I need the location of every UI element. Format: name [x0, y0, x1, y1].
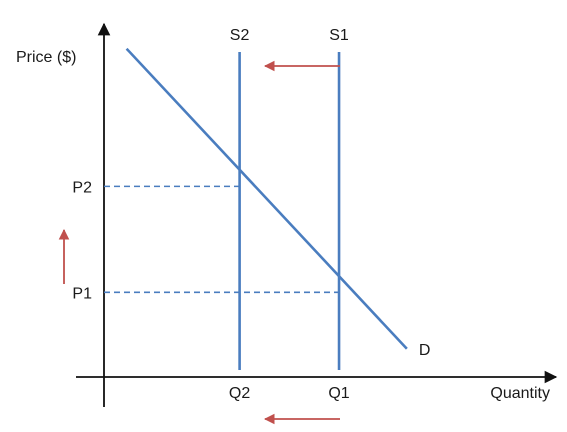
- y-axis-label: Price ($): [16, 49, 76, 66]
- demand-label: D: [419, 342, 431, 359]
- x-axis-label: Quantity: [490, 385, 550, 402]
- quantity-label-q2: Q2: [229, 385, 250, 402]
- supply-label-s1: S1: [329, 27, 349, 44]
- demand-curve: [125, 47, 408, 350]
- quantity-label-q1: Q1: [328, 385, 349, 402]
- price-label-p2: P2: [72, 179, 92, 196]
- supply-label-s2: S2: [230, 27, 250, 44]
- price-label-p1: P1: [72, 285, 92, 302]
